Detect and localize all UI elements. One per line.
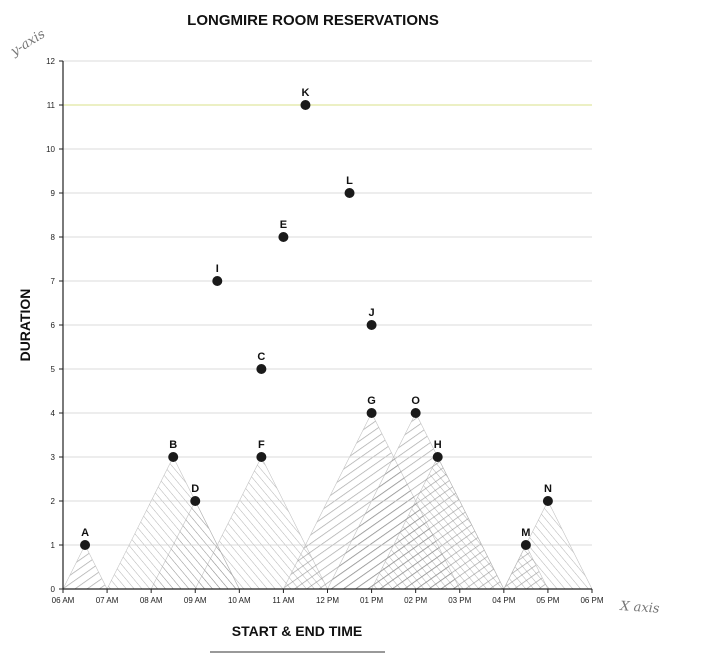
y-tick-label: 6 bbox=[51, 321, 56, 330]
data-point-label: K bbox=[301, 87, 309, 99]
data-point-label: M bbox=[521, 527, 530, 539]
data-point-label: I bbox=[216, 263, 219, 275]
data-point-label: J bbox=[369, 307, 375, 319]
chart-title: LONGMIRE ROOM RESERVATIONS bbox=[187, 12, 439, 29]
data-point-label: H bbox=[434, 439, 442, 451]
data-point-label: E bbox=[280, 219, 287, 231]
data-point-o bbox=[410, 408, 421, 418]
data-point-f bbox=[256, 452, 267, 462]
x-tick-label: 09 AM bbox=[184, 596, 207, 605]
data-point-j bbox=[366, 320, 377, 330]
y-tick-label: 3 bbox=[51, 453, 56, 462]
x-tick-label: 05 PM bbox=[536, 596, 559, 605]
x-tick-label: 03 PM bbox=[448, 596, 471, 605]
y-axis-note: y-axis bbox=[7, 27, 48, 60]
x-tick-label: 01 PM bbox=[360, 596, 383, 605]
data-point-l bbox=[344, 188, 355, 198]
x-tick-label: 06 PM bbox=[580, 596, 603, 605]
data-point-label: G bbox=[367, 395, 376, 407]
y-tick-label: 4 bbox=[51, 409, 56, 418]
y-tick-label: 2 bbox=[51, 497, 56, 506]
y-tick-label: 11 bbox=[47, 101, 56, 110]
data-point-label: A bbox=[81, 527, 89, 539]
data-point-b bbox=[168, 452, 179, 462]
data-point-d bbox=[190, 496, 201, 506]
x-tick-labels: 06 AM 07 AM 08 AM 09 AM 10 AM 11 AM 12 PM 01 PM… bbox=[52, 596, 604, 605]
data-point-a bbox=[80, 540, 91, 550]
x-tick-label: 11 AM bbox=[272, 596, 294, 605]
x-tick-label: 07 AM bbox=[96, 596, 119, 605]
y-tick-label: 12 bbox=[46, 57, 55, 66]
data-point-label: B bbox=[169, 439, 177, 451]
data-point-e bbox=[278, 232, 289, 242]
x-tick-label: 02 PM bbox=[404, 596, 427, 605]
axes bbox=[59, 60, 593, 593]
grid-lines bbox=[63, 60, 592, 546]
data-point-n bbox=[542, 496, 553, 506]
y-tick-label: 5 bbox=[51, 365, 56, 374]
data-point-m bbox=[520, 540, 531, 550]
x-tick-label: 04 PM bbox=[492, 596, 515, 605]
data-points: A B C D E F G H I J K L M N O bbox=[80, 87, 553, 550]
y-axis-title: DURATION bbox=[17, 289, 33, 362]
data-point-label: C bbox=[257, 351, 265, 363]
x-tick-label: 08 AM bbox=[140, 596, 163, 605]
data-point-label: N bbox=[544, 483, 552, 495]
y-tick-label: 7 bbox=[51, 277, 56, 286]
y-tick-label: 0 bbox=[51, 585, 56, 594]
data-point-label: D bbox=[191, 483, 199, 495]
hatch-triangle-a bbox=[62, 544, 108, 590]
x-tick-label: 12 PM bbox=[316, 596, 339, 605]
data-point-label: F bbox=[258, 439, 265, 451]
data-point-g bbox=[366, 408, 377, 418]
x-tick-label: 10 AM bbox=[228, 596, 251, 605]
data-point-k bbox=[300, 100, 311, 110]
data-point-label: L bbox=[346, 175, 353, 187]
data-point-h bbox=[432, 452, 443, 462]
y-tick-label: 10 bbox=[46, 145, 55, 154]
y-tick-label: 8 bbox=[51, 233, 56, 242]
x-axis-note: X axis bbox=[619, 599, 661, 617]
data-point-label: O bbox=[411, 395, 420, 407]
x-tick-label: 06 AM bbox=[52, 596, 75, 605]
data-point-c bbox=[256, 364, 267, 374]
x-axis-title: START & END TIME bbox=[232, 623, 362, 639]
y-tick-label: 9 bbox=[51, 189, 56, 198]
data-point-i bbox=[212, 276, 223, 286]
y-tick-label: 1 bbox=[51, 541, 56, 550]
